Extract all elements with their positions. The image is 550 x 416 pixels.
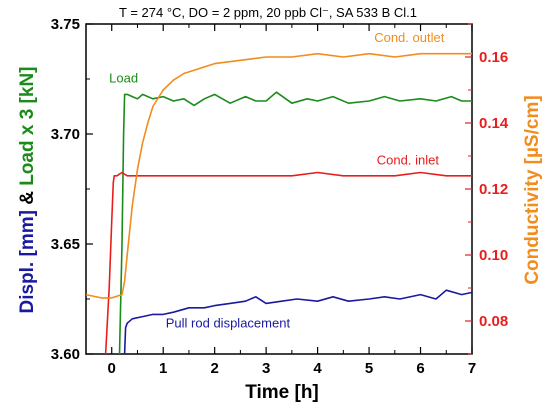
series-pull-rod-displacement-line [123,289,473,355]
left-y-axis: 3.60 3.65 3.70 3.75 [51,16,93,363]
series-layer [85,52,473,355]
annotation-label: Load [109,70,138,85]
left-y-tick-label: 3.65 [51,236,80,253]
left-y-tick-label: 3.70 [51,126,80,143]
right-y-tick-label: 0.08 [479,313,508,330]
right-y-tick-label: 0.16 [479,49,508,66]
left-y-tick-label: 3.75 [51,16,80,33]
x-tick-label: 5 [365,360,373,377]
right-y-axis: 0.08 0.10 0.12 0.14 0.16 [465,23,509,355]
left-y-tick-label: 3.60 [51,346,80,363]
x-tick-label: 1 [159,360,167,377]
annotation-label: Cond. outlet [374,30,444,45]
series-cond-inlet-line [104,171,472,355]
x-tick-label: 3 [262,360,270,377]
axis-label-part: Displ. [mm] [17,210,38,313]
axis-label-part: Load x 3 [kN] [17,66,38,185]
annotation-layer: Load Cond. outlet Cond. inlet Pull rod disp… [109,30,445,330]
axis-label-part: & [17,186,38,210]
x-tick-label: 4 [313,360,322,377]
x-tick-label: 2 [210,360,218,377]
plot-frame [85,23,473,355]
series-cond-outlet-line [85,52,472,299]
axis-label-part: Conductivity [522,164,543,284]
left-y-axis-label: Displ. [mm] & Load x 3 [kN] [17,66,38,313]
series-load-line [118,91,472,355]
right-y-tick-label: 0.14 [479,115,509,132]
right-y-tick-label: 0.10 [479,247,508,264]
x-axis: 0 1 2 3 4 5 6 7 [85,24,476,377]
chart-title: T = 274 °C, DO = 2 ppm, 20 ppb Cl⁻, SA 5… [119,5,417,20]
axis-label-part: [µS/cm] [522,95,543,164]
x-tick-label: 6 [416,360,424,377]
right-y-tick-label: 0.12 [479,181,508,198]
right-y-axis-label: Conductivity [µS/cm] [522,95,543,284]
x-tick-label: 7 [468,360,476,377]
x-tick-label: 0 [108,360,116,377]
annotation-label: Pull rod displacement [166,316,291,331]
annotation-label: Cond. inlet [377,152,440,167]
x-axis-label: Time [h] [245,382,319,403]
